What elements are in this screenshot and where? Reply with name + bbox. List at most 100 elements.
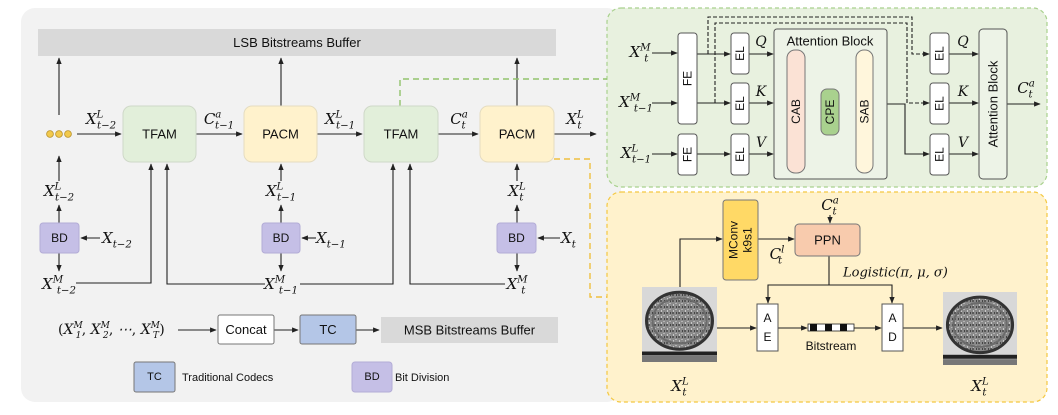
label-col2-x-M-sup: M [274, 275, 286, 286]
label-col3-x-M-sub: t [521, 286, 526, 297]
arithmetic-encoder-label: A [763, 311, 771, 325]
ellipsis-dot-icon [64, 130, 72, 138]
line-xm-tm1-to-tfam2 [300, 163, 396, 285]
label-row-x-tm2-L-base: X [85, 110, 98, 128]
label-row-x-t-L-sub: t [577, 121, 582, 132]
label-row-x-tm1-L-base: X [324, 110, 337, 128]
tuple-item-base: ⋯ [118, 322, 132, 338]
el-block-2-v: EL [929, 133, 950, 176]
label-row-c-tm1-a-base: C [204, 110, 216, 128]
label-att-in-x-tm1-l-sup: L [631, 144, 639, 155]
bit-division-2: BD [261, 222, 301, 254]
label-att-in-x-t-m-base: X [628, 43, 641, 61]
arrow-block-to-el-v2 [887, 103, 930, 157]
label-col3-x-L-base: X [507, 182, 520, 200]
tfam-block-1-label: TFAM [142, 127, 177, 142]
label-col3-x-base: X [560, 229, 573, 247]
tuple-item-base: X [140, 322, 152, 338]
label-row-c-tm1-a-sup: a [215, 110, 221, 121]
arithmetic-encoder-shape [756, 303, 779, 352]
bit-division-3: BD [496, 222, 537, 254]
msb-bitstreams-buffer-shape [381, 317, 558, 343]
label-col1-x-L-sub: t−2 [55, 193, 74, 204]
tuple-msb-sequence: (XM 1 , XM 2 , ⋯, XM T ) [58, 321, 165, 341]
label-col1-x-L-sup: L [54, 182, 62, 193]
reconstructed-ct-image [943, 292, 1017, 365]
tfam-block-2-label: TFAM [384, 127, 419, 142]
mconv-block: MConv k9s1 [722, 199, 759, 281]
attention-block-1-title: Attention Block [787, 34, 874, 49]
pacm-block-1-shape [243, 105, 318, 163]
concat-block-label: Concat [225, 322, 267, 337]
label-row-x-t-L: XL t [565, 110, 584, 132]
label-q-2: Q [957, 34, 969, 50]
label-col2-x-M-sub: t−1 [279, 286, 298, 297]
tuple-item-sup: M [72, 321, 83, 331]
skip-to-el-k2 [714, 22, 930, 106]
el-block-v-shape [730, 133, 750, 176]
el-block-2-q: EL [929, 32, 950, 75]
label-row-c-tm1-a: Ca t−1 [204, 110, 234, 132]
tfam-detail-connector [399, 78, 607, 106]
label-att-in-x-t-m: XM t [628, 43, 651, 65]
label-col3-x-M-sup: M [516, 275, 528, 286]
arithmetic-encoder: AE [756, 303, 779, 352]
label-row-x-tm1-L: XL t−1 [324, 110, 355, 132]
legend-tc-swatch-shape [133, 361, 176, 393]
tuple-item-sub: 2 [102, 331, 109, 341]
cpe-block-shape [820, 88, 840, 136]
el-block-v-label: EL [733, 147, 747, 162]
label-row-c-t-a-sup: a [462, 110, 468, 121]
label-att-in-x-tm1-m-base: X [618, 93, 631, 111]
el-block-q-label: EL [733, 46, 747, 61]
el-block-k: EL [730, 82, 750, 125]
mconv-block-label: k9s1 [741, 227, 755, 253]
el-block-k-shape [730, 82, 750, 125]
el-block-k-label: EL [733, 96, 747, 111]
label-input-image-x-t-l-sub: t [682, 388, 687, 399]
label-v-2: V [958, 135, 970, 151]
cpe-block-label: CPE [823, 100, 837, 125]
tuple-separator: , [109, 322, 118, 338]
bit-division-1: BD [39, 222, 80, 254]
label-col3-x-M-base: X [505, 275, 518, 293]
tuple-item-base: X [62, 322, 74, 338]
tfam-block-1: TFAM [122, 105, 197, 163]
label-row-c-t-a-sub: t [461, 121, 466, 132]
legend-bd-swatch: BD [351, 361, 393, 393]
label-input-image-x-t-l-base: X [670, 377, 683, 395]
arithmetic-encoder-label: E [763, 330, 771, 344]
label-row-x-t-L-sup: L [576, 110, 584, 121]
label-ppn-in-c-t-a: Ca t [821, 196, 839, 218]
legend-bd-swatch-shape [351, 361, 393, 393]
label-col2-x-M: XM t−1 [263, 275, 298, 297]
label-ppn-in-c-t-a-base: C [821, 196, 833, 214]
label-q-1: Q [755, 34, 767, 50]
label-col2-x-sub: t−1 [327, 240, 346, 251]
logistic-label: Logistic(π, μ, σ) [842, 266, 948, 281]
label-col1-x-M-sup: M [52, 275, 64, 286]
el-block-2-q-shape [929, 32, 950, 75]
bitstream-icon [807, 323, 855, 332]
pacm-block-2: PACM [479, 105, 555, 163]
bitstream-label: Bitstream [806, 339, 857, 353]
mconv-block-shape [722, 199, 759, 281]
tfam-block-2-shape [363, 105, 439, 163]
bit-division-3-shape [496, 222, 537, 254]
attention-block-2-shape [978, 28, 1008, 180]
label-att-out-c-t-a-base: C [1017, 79, 1029, 97]
label-col3-x-sub: t [572, 240, 577, 251]
label-k-2: K [957, 84, 970, 100]
el-block-q: EL [730, 32, 750, 75]
arrow-ppn-to-ae [765, 256, 830, 304]
arrow-image-to-mconv [679, 236, 723, 287]
bit-division-3-label: BD [508, 231, 525, 245]
label-col3-x-L: XL t [507, 182, 526, 204]
tuple-separator: , [82, 322, 91, 338]
concat-block: Concat [217, 314, 275, 345]
pacm-block-1-label: PACM [262, 127, 299, 142]
fe-block-2: FE [677, 133, 698, 176]
traditional-codec-block-shape [299, 314, 357, 345]
bit-division-1-label: BD [51, 231, 68, 245]
